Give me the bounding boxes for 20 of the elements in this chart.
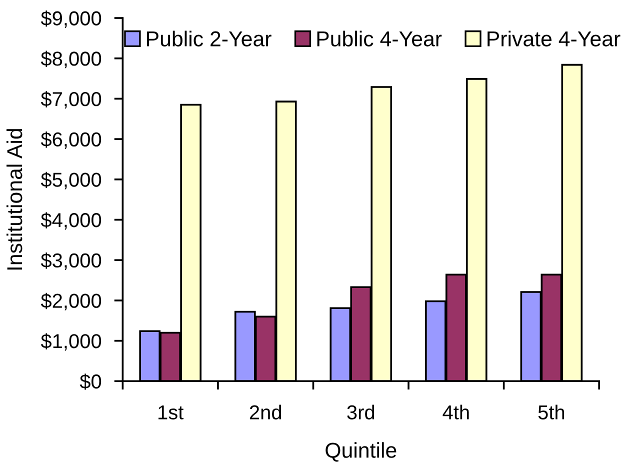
y-tick-label: $1,000 <box>40 333 102 351</box>
y-tick-label: $5,000 <box>40 172 102 190</box>
y-tick-label: $4,000 <box>40 212 102 230</box>
x-tick-label: 4th <box>442 404 469 420</box>
x-tick-label: 2nd <box>250 404 282 420</box>
y-tick-label: $3,000 <box>40 252 102 270</box>
y-axis-title: Institutional Aid <box>6 129 22 270</box>
y-tick-label: $8,000 <box>40 50 102 68</box>
y-tick-label: $2,000 <box>40 292 102 310</box>
y-tick-label: $6,000 <box>40 132 102 149</box>
legend-label: Public 2-Year <box>147 30 272 46</box>
y-tick-label: $9,000 <box>40 10 102 28</box>
legend-label: Private 4-Year <box>488 30 620 46</box>
y-tick-label: $7,000 <box>40 91 102 109</box>
x-tick-label: 3rd <box>347 404 374 420</box>
legend-label: Public 4-Year <box>317 30 442 46</box>
y-tick-label: $0 <box>80 374 102 390</box>
x-tick-label: 5th <box>538 404 564 420</box>
x-tick-label: 1st <box>158 405 184 420</box>
x-axis-title: Quintile <box>326 442 396 462</box>
